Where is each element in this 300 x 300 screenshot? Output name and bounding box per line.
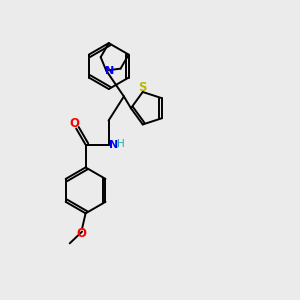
Text: N: N [105,65,114,76]
Text: O: O [70,117,80,130]
Text: S: S [139,81,147,94]
Text: H: H [117,139,124,149]
Text: O: O [77,227,87,240]
Text: N: N [109,140,118,150]
